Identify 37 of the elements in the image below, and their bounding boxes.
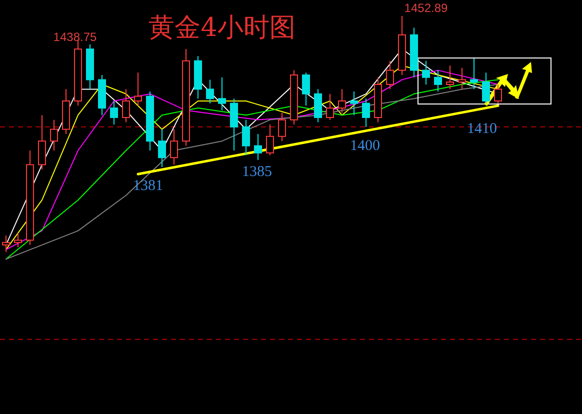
annotation: 1410 (467, 121, 497, 137)
candlestick (170, 128, 178, 166)
text: 1452.89 (404, 1, 448, 15)
annotation: 1385 (242, 164, 272, 180)
annotation: 1381 (133, 178, 163, 194)
candlestick (38, 114, 46, 170)
candlestick (362, 98, 370, 128)
candlestick (302, 72, 310, 106)
candlestick (14, 232, 22, 248)
chart-title: 黄金4小时图 (148, 13, 296, 43)
candlestick (446, 65, 454, 90)
candlestick (134, 72, 142, 106)
candlestick (434, 70, 442, 92)
candlestick (230, 98, 238, 152)
candlestick (242, 119, 250, 156)
candlestick (350, 91, 358, 116)
candlestick (470, 58, 478, 90)
candlestick (254, 134, 262, 160)
candlestick (386, 60, 394, 90)
candlestick (326, 93, 334, 120)
candlestick (458, 67, 466, 90)
candlestick (110, 100, 118, 126)
candlestick (314, 88, 322, 123)
candlestick (50, 119, 58, 152)
candlestick (218, 76, 226, 111)
annotation: 1400 (350, 138, 380, 154)
candlestick (494, 84, 502, 104)
annotation: 1438.75 (53, 30, 98, 44)
candlestick (2, 234, 10, 252)
candlestick (338, 88, 346, 114)
candlestick (122, 88, 130, 123)
candlestick (266, 124, 274, 156)
candlestick (158, 128, 166, 168)
candlestick (278, 112, 286, 142)
candlestick (206, 79, 214, 104)
candlestick (422, 60, 430, 85)
candlestick (482, 72, 490, 104)
